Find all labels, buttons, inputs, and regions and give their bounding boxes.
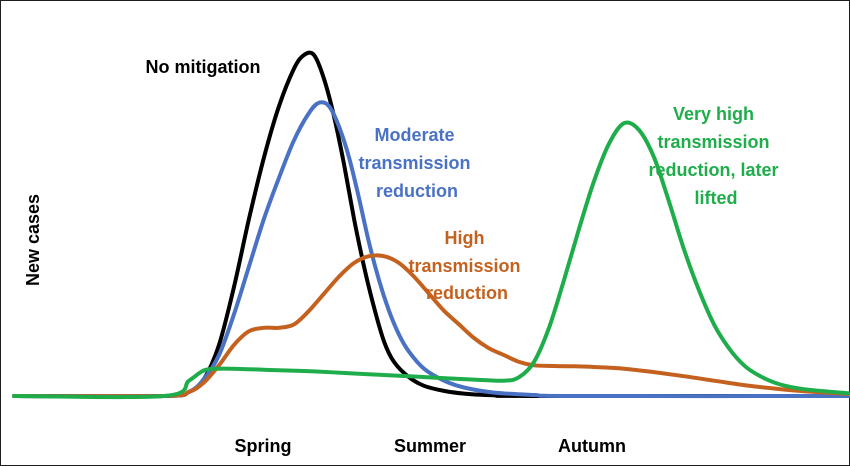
series-line-high-transmission-reduction	[12, 253, 850, 399]
series-label-line: Very high	[673, 104, 754, 124]
curves-group	[12, 50, 850, 400]
series-label-line: High	[444, 228, 484, 248]
x-tick-label-summer: Summer	[394, 436, 466, 456]
series-label-line: Moderate	[374, 125, 454, 145]
series-label-no-mitigation: No mitigation	[146, 57, 261, 77]
series-line-no-mitigation	[12, 50, 850, 399]
x-tick-label-autumn: Autumn	[558, 436, 626, 456]
series-label-line: lifted	[695, 188, 738, 208]
series-line-very-high-transmission-reduction	[12, 120, 850, 400]
series-label-line: reduction, later	[648, 160, 778, 180]
series-label-very-high: Very high transmission reduction, later …	[648, 104, 783, 208]
series-label-high: High transmission reduction	[408, 228, 525, 303]
series-label-line: reduction	[426, 283, 508, 303]
series-label-line: transmission	[358, 153, 470, 173]
series-label-line: reduction	[376, 181, 458, 201]
x-tick-label-spring: Spring	[235, 436, 292, 456]
series-line-moderate-transmission-reduction	[12, 100, 850, 399]
series-label-moderate: Moderate transmission reduction	[358, 125, 475, 201]
series-label-line: No mitigation	[146, 57, 261, 77]
y-axis-label: New cases	[23, 194, 43, 286]
series-label-line: transmission	[657, 132, 769, 152]
series-label-line: transmission	[408, 256, 520, 276]
